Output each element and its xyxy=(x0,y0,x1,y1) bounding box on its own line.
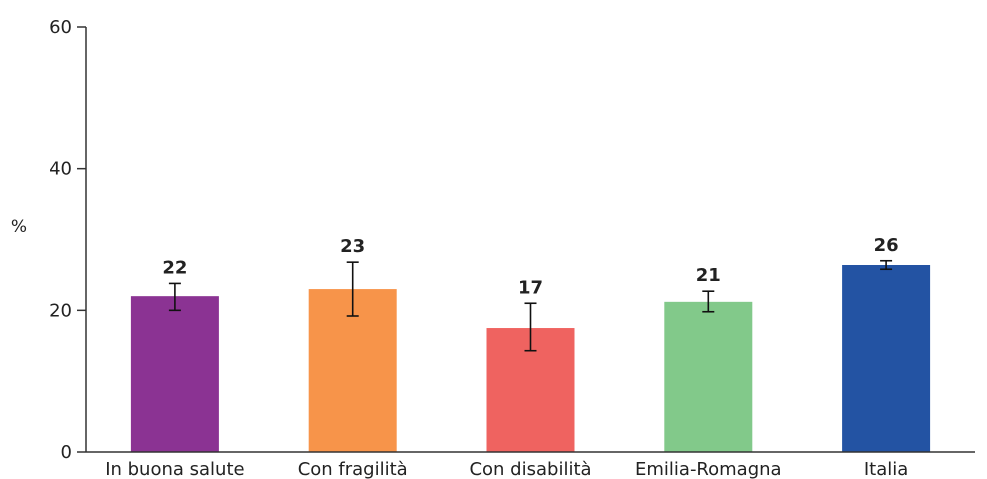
bar xyxy=(664,301,753,452)
error-bar xyxy=(880,259,893,271)
x-category-label: Con fragilità xyxy=(298,459,408,479)
y-tick-label: 20 xyxy=(49,300,72,321)
error-bar xyxy=(168,282,181,312)
bar xyxy=(130,296,219,452)
data-label: 26 xyxy=(874,235,899,256)
error-bars-group xyxy=(168,259,893,352)
error-bar xyxy=(346,261,359,317)
error-bar xyxy=(702,290,715,313)
y-axis-label: % xyxy=(11,217,27,237)
y-axis: 0 20 40 60 xyxy=(49,17,86,463)
x-category-label: Con disabilità xyxy=(469,459,591,479)
y-tick-label: 0 xyxy=(61,442,72,463)
data-label: 17 xyxy=(518,277,543,298)
bar xyxy=(842,265,931,452)
data-labels-group: 22 23 17 21 26 xyxy=(162,235,898,299)
x-category-label: Italia xyxy=(864,459,908,479)
x-category-label: In buona salute xyxy=(105,459,244,479)
error-bar xyxy=(524,302,537,352)
data-label: 23 xyxy=(340,236,365,257)
x-category-label: Emilia-Romagna xyxy=(635,459,782,479)
y-tick-label: 40 xyxy=(49,159,72,180)
data-label: 22 xyxy=(162,257,187,278)
data-label: 21 xyxy=(696,265,721,286)
x-axis-categories: In buona salute Con fragilità Con disabili… xyxy=(105,459,908,479)
y-tick-label: 60 xyxy=(49,17,72,38)
